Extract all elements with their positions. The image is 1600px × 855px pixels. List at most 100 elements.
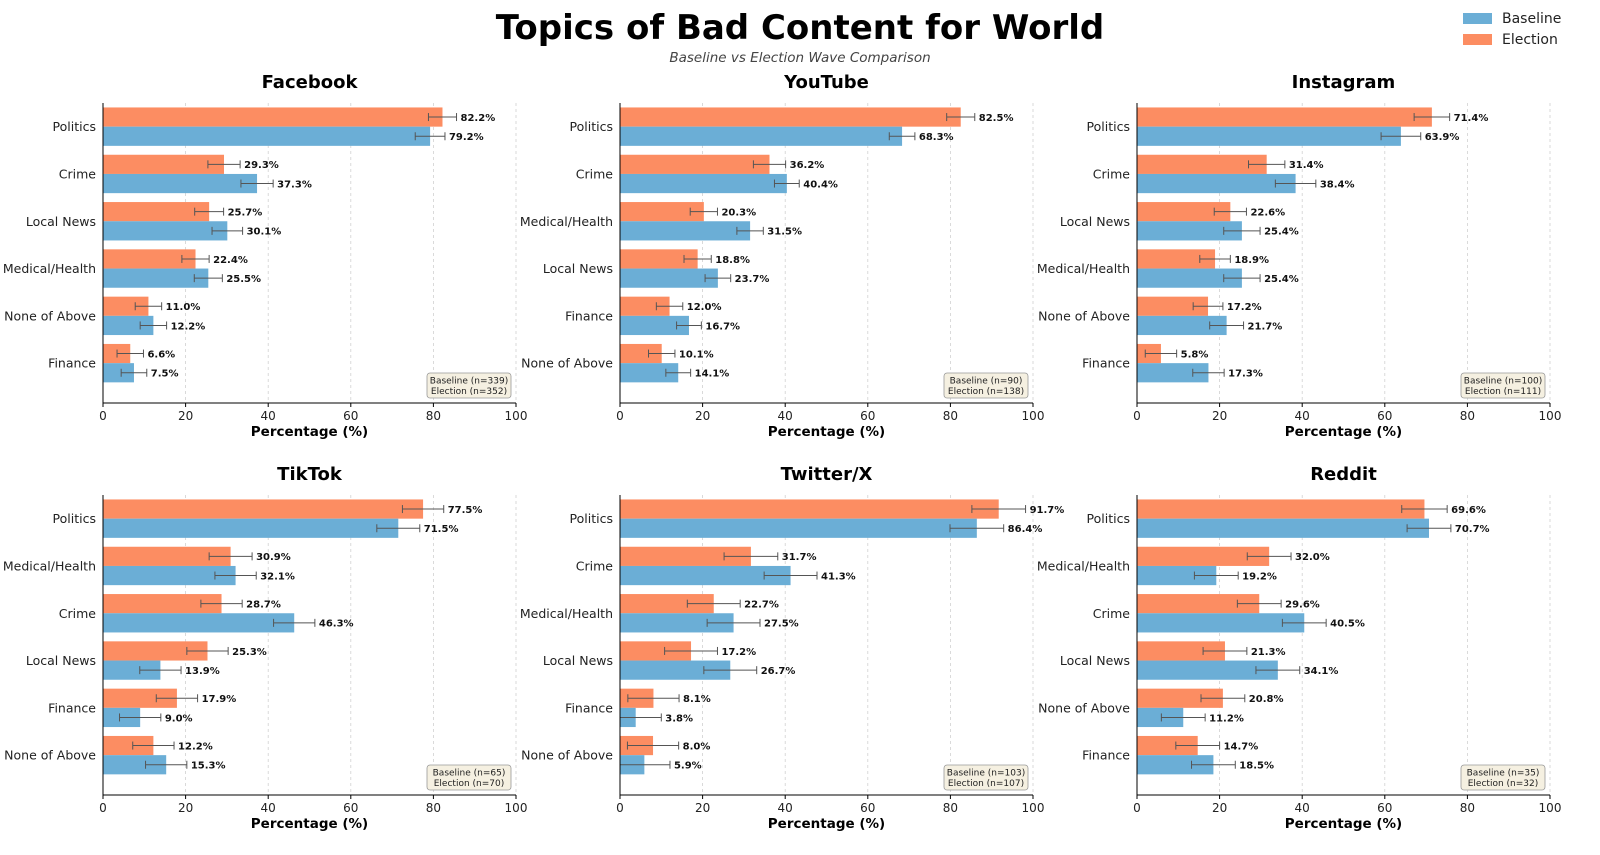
data-label: 7.5% bbox=[151, 369, 179, 380]
bar-baseline bbox=[103, 613, 295, 633]
data-label: 38.4% bbox=[1320, 179, 1355, 190]
category-label: None of Above bbox=[4, 748, 96, 763]
category-label: None of Above bbox=[1038, 308, 1130, 323]
data-label: 8.0% bbox=[683, 741, 711, 752]
category-label: Medical/Health bbox=[520, 606, 613, 621]
data-label: 30.9% bbox=[256, 552, 291, 563]
data-label: 32.1% bbox=[260, 571, 295, 582]
category-label: Local News bbox=[543, 653, 613, 668]
bar-election bbox=[620, 546, 751, 566]
sample-size-label: Baseline (n=100) bbox=[1464, 377, 1542, 387]
x-axis-label: Percentage (%) bbox=[251, 424, 368, 440]
bar-election bbox=[620, 202, 704, 222]
category-label: Local News bbox=[26, 214, 96, 229]
data-label: 14.1% bbox=[695, 369, 730, 380]
x-tick-label: 60 bbox=[860, 801, 875, 815]
category-label: Local News bbox=[1060, 653, 1130, 668]
bar-election bbox=[103, 249, 196, 269]
chart-title: Twitter/X bbox=[781, 464, 873, 485]
category-label: Medical/Health bbox=[520, 214, 613, 229]
category-label: None of Above bbox=[4, 308, 96, 323]
x-tick-label: 0 bbox=[1133, 409, 1141, 423]
legend-label-baseline: Baseline bbox=[1502, 10, 1562, 27]
data-label: 6.6% bbox=[147, 349, 175, 360]
category-label: Crime bbox=[1093, 166, 1131, 181]
data-label: 79.2% bbox=[449, 132, 484, 143]
bar-election bbox=[103, 594, 222, 614]
data-label: 40.4% bbox=[803, 179, 838, 190]
data-label: 18.9% bbox=[1234, 255, 1269, 266]
bar-baseline bbox=[620, 126, 903, 146]
data-label: 28.7% bbox=[246, 599, 281, 610]
sample-size-label: Election (n=32) bbox=[1468, 779, 1539, 789]
category-label: Medical/Health bbox=[1037, 558, 1130, 573]
x-tick-label: 0 bbox=[1133, 801, 1141, 815]
x-tick-label: 80 bbox=[426, 409, 441, 423]
data-label: 22.6% bbox=[1250, 207, 1285, 218]
bar-election bbox=[1137, 107, 1432, 127]
bar-baseline bbox=[1137, 173, 1296, 194]
sample-size-label: Election (n=107) bbox=[948, 779, 1024, 789]
data-label: 69.6% bbox=[1451, 505, 1486, 516]
data-label: 16.7% bbox=[705, 321, 740, 332]
sample-size-box bbox=[426, 372, 512, 399]
bar-baseline bbox=[103, 173, 258, 194]
x-tick-label: 40 bbox=[1295, 409, 1310, 423]
bar-baseline bbox=[103, 660, 161, 680]
x-tick-label: 40 bbox=[778, 409, 793, 423]
sample-size-box bbox=[1460, 764, 1546, 791]
bar-election bbox=[103, 154, 225, 174]
bar-election bbox=[620, 107, 961, 127]
data-label: 25.4% bbox=[1264, 227, 1299, 238]
sample-size-label: Baseline (n=35) bbox=[1467, 769, 1540, 779]
legend-item-baseline: Baseline bbox=[1463, 8, 1561, 29]
category-label: None of Above bbox=[521, 356, 613, 371]
bar-baseline bbox=[103, 363, 134, 383]
bar-election bbox=[1137, 688, 1223, 708]
sample-size-label: Baseline (n=90) bbox=[950, 377, 1023, 387]
bar-election bbox=[1137, 154, 1267, 174]
bar-baseline bbox=[103, 221, 228, 241]
category-label: Politics bbox=[570, 511, 613, 526]
bar-baseline bbox=[103, 755, 167, 775]
bar-election bbox=[1137, 202, 1231, 222]
category-label: Finance bbox=[1082, 748, 1130, 763]
bar-baseline bbox=[103, 518, 399, 538]
bar-election bbox=[620, 641, 692, 661]
data-label: 17.2% bbox=[1227, 302, 1262, 313]
category-label: Crime bbox=[576, 166, 614, 181]
sample-size-label: Baseline (n=103) bbox=[947, 769, 1025, 779]
category-label: Politics bbox=[53, 511, 96, 526]
x-tick-label: 80 bbox=[1460, 409, 1475, 423]
data-label: 11.2% bbox=[1209, 713, 1244, 724]
x-tick-label: 40 bbox=[261, 801, 276, 815]
category-label: Politics bbox=[1087, 511, 1130, 526]
x-tick-label: 40 bbox=[778, 801, 793, 815]
x-tick-label: 20 bbox=[1212, 409, 1227, 423]
bar-baseline bbox=[620, 315, 689, 336]
category-label: Finance bbox=[565, 308, 613, 323]
data-label: 13.9% bbox=[185, 666, 220, 677]
data-label: 3.8% bbox=[665, 713, 693, 724]
x-axis-label: Percentage (%) bbox=[251, 816, 368, 832]
category-label: Crime bbox=[1093, 606, 1131, 621]
bar-baseline bbox=[620, 565, 791, 586]
legend-swatch-baseline bbox=[1463, 13, 1492, 24]
data-label: 46.3% bbox=[319, 619, 354, 630]
sample-size-label: Election (n=70) bbox=[434, 779, 505, 789]
data-label: 25.5% bbox=[226, 274, 261, 285]
x-tick-label: 40 bbox=[261, 409, 276, 423]
chart-title: Facebook bbox=[262, 72, 359, 93]
x-tick-label: 60 bbox=[343, 409, 358, 423]
x-tick-label: 20 bbox=[1212, 801, 1227, 815]
chart-panel-tiktok: TikTok 77.5% 71.5% Politics 30.9% 32.1% Medica… bbox=[3, 464, 528, 832]
bar-baseline bbox=[103, 126, 431, 146]
x-tick-label: 60 bbox=[343, 801, 358, 815]
bar-baseline bbox=[103, 268, 209, 288]
x-tick-label: 80 bbox=[943, 801, 958, 815]
category-label: None of Above bbox=[1038, 700, 1130, 715]
bar-baseline bbox=[620, 660, 731, 680]
data-label: 23.7% bbox=[735, 274, 770, 285]
chart-panel-reddit: Reddit 69.6% 70.7% Politics 32.0% 19.2% Medica… bbox=[1037, 464, 1562, 832]
